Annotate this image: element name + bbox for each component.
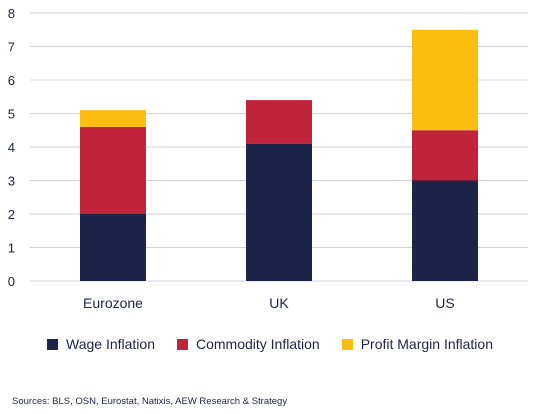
legend-swatch-profit [341,338,353,350]
legend-swatch-commodity [176,338,188,350]
bar-uk-series-1 [246,100,312,144]
y-tick-label: 4 [8,140,15,155]
legend-swatch-wage [47,338,58,350]
bar-us-series-2 [412,29,478,131]
legend-item-commodity: Commodity Inflation [176,336,320,352]
y-tick-label: 6 [8,73,15,88]
y-tick-label: 1 [8,241,15,256]
x-category-label: US [435,295,454,311]
x-category-label: UK [269,295,289,311]
bar-uk-series-0 [246,143,312,281]
legend-item-wage: Wage Inflation [47,336,155,352]
source-note: Sources: BLS, OSN, Eurostat, Natixis, AE… [12,396,288,407]
y-tick-label: 7 [8,40,15,55]
legend-label-commodity: Commodity Inflation [195,336,320,352]
legend-label-wage: Wage Inflation [66,336,155,352]
y-tick-label: 5 [8,107,15,122]
bar-eurozone-series-0 [80,214,146,281]
bar-us-series-0 [412,180,478,281]
bars [80,29,478,281]
legend-label-profit: Profit Margin Inflation [360,336,493,352]
x-category-label: Eurozone [83,295,143,311]
x-axis-categories: Eurozone UK US [83,295,455,311]
bar-eurozone-series-1 [80,126,146,214]
y-tick-label: 0 [8,274,15,289]
y-axis-ticks: 0 1 2 3 4 5 6 7 8 [8,6,15,289]
bar-us-series-1 [412,130,478,181]
y-tick-label: 2 [8,207,15,222]
y-tick-label: 8 [8,6,15,21]
chart: 0 1 2 3 4 5 6 7 8 Eurozone UK US [8,6,528,311]
legend: Wage Inflation Commodity Inflation Profi… [0,334,540,354]
y-tick-label: 3 [8,174,15,189]
bar-eurozone-series-2 [80,110,146,127]
legend-item-profit: Profit Margin Inflation [341,336,493,352]
